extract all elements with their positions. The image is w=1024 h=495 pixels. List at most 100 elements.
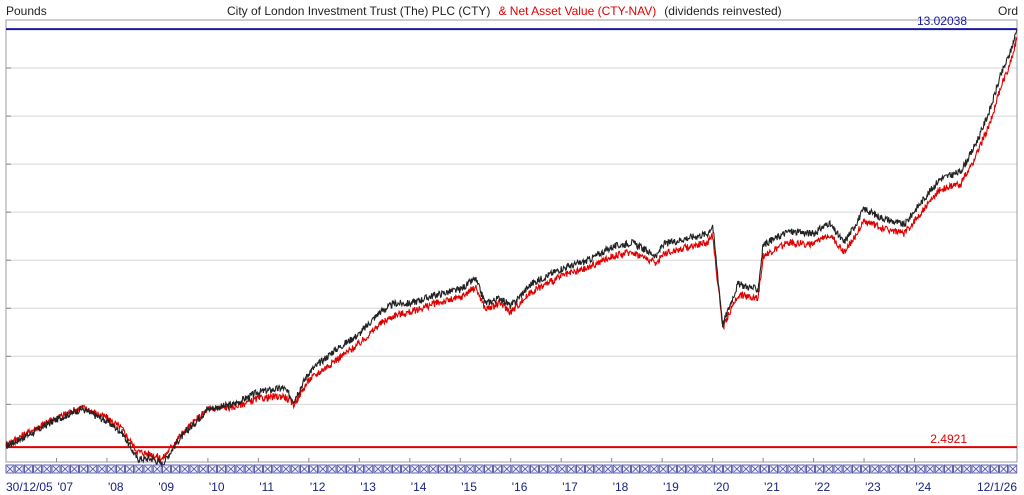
x-tick-label: '16 (512, 480, 528, 494)
series-line-0 (5, 29, 1018, 467)
title-note: (dividends reinvested) (664, 4, 782, 18)
strip-mark (25, 465, 32, 473)
strip-mark (71, 465, 78, 473)
strip-mark (770, 465, 777, 473)
strip-mark (981, 465, 989, 473)
strip-mark (475, 465, 483, 473)
strip-mark (365, 465, 373, 473)
reference-label-1: 2.4921 (930, 432, 967, 446)
x-tick-label: '23 (865, 480, 881, 494)
strip-mark (457, 465, 465, 473)
strip-mark (853, 465, 860, 473)
strip-mark (788, 465, 796, 473)
strip-mark (153, 465, 161, 473)
strip-mark (356, 465, 363, 473)
strip-mark (255, 465, 262, 473)
chart-title: City of London Investment Trust (The) PL… (227, 4, 782, 18)
strip-mark (291, 465, 299, 473)
x-tick-label: '20 (714, 480, 730, 494)
strip-mark (733, 465, 741, 473)
strip-mark (163, 465, 170, 473)
strip-mark (751, 465, 759, 473)
x-tick-label: '10 (209, 480, 225, 494)
strip-mark (659, 465, 667, 473)
strip-mark (641, 465, 649, 473)
strip-mark (420, 465, 428, 473)
strip-mark (531, 465, 538, 473)
strip-mark (715, 465, 722, 473)
strip-mark (15, 465, 23, 473)
strip-mark (328, 465, 336, 473)
x-tick-label: '09 (158, 480, 174, 494)
strip-mark (549, 465, 557, 473)
strip-mark (512, 465, 520, 473)
strip-mark (448, 465, 455, 473)
strip-mark (1000, 465, 1007, 473)
strip-mark (742, 465, 750, 473)
strip-mark (301, 465, 308, 473)
gridlines (6, 67, 1017, 405)
strip-mark (577, 465, 584, 473)
strip-mark (687, 465, 695, 473)
reference-label-0: 13.02038 (917, 14, 967, 28)
strip-mark (972, 465, 980, 473)
strip-mark (190, 465, 198, 473)
x-end-label: 12/1/26 (977, 480, 1017, 494)
strip-mark (834, 465, 842, 473)
strip-mark (880, 465, 888, 473)
x-start-label: 30/12/05 (6, 480, 53, 494)
strip-mark (107, 465, 115, 473)
strip-mark (696, 465, 704, 473)
strip-mark (218, 465, 225, 473)
strip-mark (374, 465, 382, 473)
scale-label: Ord (997, 4, 1018, 18)
strip-mark (595, 465, 603, 473)
strip-mark (797, 465, 805, 473)
strip-mark (245, 465, 253, 473)
strip-mark (126, 465, 133, 473)
strip-mark (34, 465, 41, 473)
strip-mark (558, 465, 566, 473)
strip-mark (991, 465, 998, 473)
strip-mark (705, 465, 713, 473)
strip-mark (135, 465, 143, 473)
strip-mark (43, 465, 51, 473)
title-main: City of London Investment Trust (The) PL… (227, 4, 491, 18)
strip-mark (917, 465, 925, 473)
x-tick-label: '14 (411, 480, 427, 494)
x-tick-label: '17 (562, 480, 578, 494)
strip-mark (466, 465, 474, 473)
strip-mark (98, 465, 106, 473)
strip-mark (945, 465, 952, 473)
strip-mark (586, 465, 593, 473)
strip-mark (567, 465, 575, 473)
strip-mark (485, 465, 492, 473)
strip-mark (871, 465, 879, 473)
series-group (5, 29, 1018, 467)
strip-mark (172, 465, 179, 473)
strip-mark (669, 465, 676, 473)
strip-mark (954, 465, 961, 473)
strip-mark (144, 465, 152, 473)
strip-mark (282, 465, 290, 473)
strip-mark (908, 465, 915, 473)
reference-lines: 13.02038 2.4921 (6, 14, 1017, 449)
y-units-label: Pounds (6, 4, 47, 18)
x-tick-label: '18 (613, 480, 629, 494)
strip-mark (52, 465, 60, 473)
strip-mark (209, 465, 216, 473)
strip-mark (6, 465, 14, 473)
strip-mark (319, 465, 327, 473)
series-line-1 (5, 36, 1018, 463)
x-tick-label: '21 (764, 480, 780, 494)
strip-mark (935, 465, 943, 473)
x-tick-label: '22 (815, 480, 831, 494)
strip-mark (117, 465, 124, 473)
strip-mark (623, 465, 630, 473)
strip-mark (347, 465, 354, 473)
strip-mark (310, 465, 317, 473)
x-tick-label: '11 (259, 480, 274, 494)
strip-mark (227, 465, 235, 473)
